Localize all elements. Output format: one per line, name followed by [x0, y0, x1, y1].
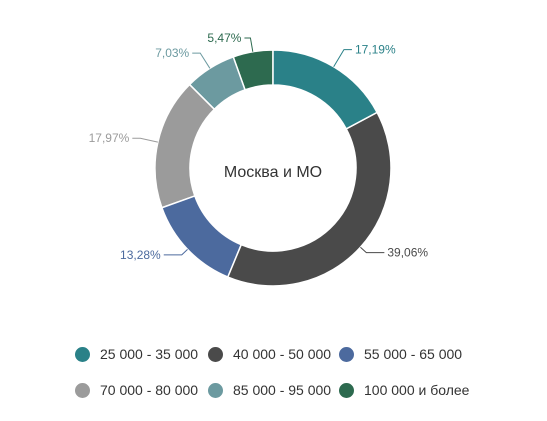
legend-item[interactable]: 40 000 - 50 000 — [208, 346, 331, 362]
leader-line — [132, 137, 158, 143]
legend-item[interactable]: 100 000 и более — [339, 382, 469, 398]
leader-line — [360, 246, 385, 254]
legend-label: 70 000 - 80 000 — [100, 382, 199, 398]
legend-swatch — [75, 346, 90, 362]
data-label: 39,06% — [387, 246, 428, 260]
legend-swatch — [339, 346, 354, 362]
donut-slice[interactable] — [272, 49, 379, 130]
data-label: 7,03% — [155, 46, 189, 60]
legend-label: 100 000 и более — [364, 382, 470, 398]
donut-slice[interactable] — [188, 55, 246, 111]
legend-label: 85 000 - 95 000 — [233, 382, 332, 398]
data-label: 5,47% — [207, 31, 241, 45]
legend-label: 25 000 - 35 000 — [100, 346, 199, 362]
donut-slice[interactable] — [154, 83, 216, 209]
legend-swatch — [339, 382, 354, 398]
legend-label: 40 000 - 50 000 — [233, 346, 332, 362]
center-label: Москва и МО — [224, 164, 322, 181]
data-label: 17,19% — [355, 43, 396, 57]
data-label: 17,97% — [89, 131, 130, 145]
leader-line — [244, 37, 254, 52]
legend-item[interactable]: 85 000 - 95 000 — [208, 382, 331, 398]
legend-item[interactable]: 25 000 - 35 000 — [75, 346, 198, 362]
donut-slice[interactable] — [226, 111, 392, 287]
legend-item[interactable]: 55 000 - 65 000 — [339, 346, 462, 362]
legend-label: 55 000 - 65 000 — [364, 346, 463, 362]
legend-item[interactable]: 70 000 - 80 000 — [75, 382, 198, 398]
leader-line — [333, 49, 352, 68]
leader-line — [192, 52, 211, 69]
legend-swatch — [208, 346, 223, 362]
leader-line — [163, 249, 188, 256]
donut-slice[interactable] — [160, 195, 243, 278]
data-label: 13,28% — [120, 248, 161, 262]
legend-swatch — [208, 382, 223, 398]
legend-swatch — [75, 382, 90, 398]
